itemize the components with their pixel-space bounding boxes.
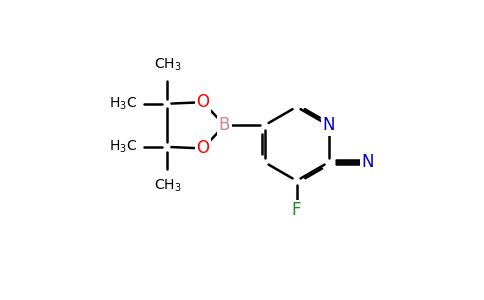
Text: CH$_3$: CH$_3$ <box>154 178 182 194</box>
Text: N: N <box>322 116 335 134</box>
Text: O: O <box>197 93 210 111</box>
Text: CH$_3$: CH$_3$ <box>154 57 182 73</box>
Text: O: O <box>197 140 210 158</box>
Text: N: N <box>362 153 374 171</box>
Text: B: B <box>219 116 230 134</box>
Text: H$_3$C: H$_3$C <box>108 96 137 112</box>
Text: H$_3$C: H$_3$C <box>108 139 137 155</box>
Text: F: F <box>292 201 302 219</box>
